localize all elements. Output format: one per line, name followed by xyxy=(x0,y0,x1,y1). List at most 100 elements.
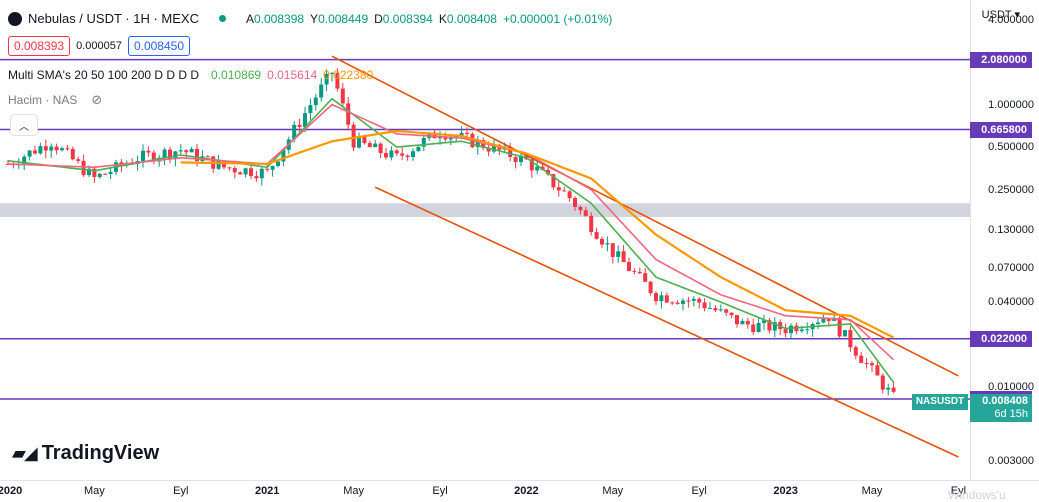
collapse-legend-button[interactable]: ︿ xyxy=(10,114,38,136)
tradingview-logo[interactable]: ▰◢ TradingView xyxy=(12,442,160,464)
time-tick-label: 2021 xyxy=(254,485,280,497)
sell-price-button[interactable]: 0.008393 xyxy=(8,36,71,56)
price-tick-label: 0.250000 xyxy=(988,183,1034,196)
price-chart[interactable] xyxy=(0,0,970,480)
candle-body xyxy=(702,302,707,309)
sma100-line xyxy=(180,129,895,339)
time-axis[interactable]: 2020 May Eyl 2021 May Eyl 2022 May Eyl 2023 May Eyl xyxy=(0,480,1039,501)
candle-body xyxy=(373,143,378,148)
eye-hidden-icon[interactable]: ⊘ xyxy=(91,92,103,107)
time-tick-label: 2022 xyxy=(514,485,539,497)
candle-body xyxy=(627,262,631,271)
candle-body xyxy=(870,363,874,366)
candle-body xyxy=(686,300,691,302)
candle-body xyxy=(394,150,399,154)
candle-body xyxy=(567,191,572,198)
buy-price-button[interactable]: 0.008450 xyxy=(127,36,191,56)
candle-body xyxy=(551,174,556,188)
candle-body xyxy=(751,324,756,332)
candle-body xyxy=(891,387,896,392)
time-tick-label: 2023 xyxy=(773,485,798,497)
symbol-title[interactable]: Nebulas / USDT · 1H · MEXC xyxy=(28,11,199,26)
candle-body xyxy=(594,232,599,239)
candle-body xyxy=(232,168,237,173)
price-tick-label: 0.500000 xyxy=(988,141,1034,154)
candle-body xyxy=(681,300,685,304)
candle-body xyxy=(670,302,675,304)
candle-body xyxy=(486,147,491,152)
candle-body xyxy=(610,243,615,257)
candle-body xyxy=(308,105,313,114)
candle-body xyxy=(546,169,550,175)
candle-body xyxy=(43,146,48,151)
time-tick-label: 2020 xyxy=(0,485,23,497)
candle-body xyxy=(324,73,329,85)
candle-body xyxy=(740,320,745,325)
candle-body xyxy=(38,146,43,154)
chevron-up-icon: ︿ xyxy=(19,121,29,133)
candle-body xyxy=(621,251,626,263)
candle-body xyxy=(724,309,729,313)
candle-body xyxy=(103,173,108,175)
candle-body xyxy=(853,347,858,356)
candle-body xyxy=(141,150,145,161)
time-tick-label: Eyl xyxy=(173,485,189,497)
candle-body xyxy=(783,329,788,334)
candle-body xyxy=(691,298,696,301)
candle-body xyxy=(33,150,37,154)
candle-body xyxy=(664,295,669,303)
windows-watermark: Windows'u xyxy=(948,488,1006,502)
candle-body xyxy=(465,132,469,134)
candle-body xyxy=(513,157,518,163)
candle-body xyxy=(362,137,367,144)
time-tick-label: May xyxy=(602,485,624,497)
candle-body xyxy=(864,362,869,364)
sma50-line xyxy=(7,103,895,361)
candle-body xyxy=(735,315,739,325)
candle-body xyxy=(632,270,637,272)
candle-body xyxy=(319,84,324,98)
candle-body xyxy=(772,322,777,331)
candle-body xyxy=(767,320,772,331)
candle-body xyxy=(816,322,820,325)
candle-body xyxy=(729,312,734,316)
nebulas-logo-icon xyxy=(8,11,22,26)
candle-body xyxy=(821,318,826,323)
candle-body xyxy=(886,387,891,390)
candle-body xyxy=(519,155,523,163)
symbol-legend: Nebulas / USDT · 1H · MEXC A0.008398 Y0.… xyxy=(8,11,612,26)
candle-body xyxy=(529,159,534,171)
time-tick-label: May xyxy=(84,485,105,497)
candle-body xyxy=(675,302,680,304)
volume-legend[interactable]: Hacim · NAS ⊘ xyxy=(8,92,103,107)
candle-body xyxy=(616,251,621,257)
candle-body xyxy=(184,150,189,153)
candle-body xyxy=(843,330,847,337)
candle-body xyxy=(799,329,804,332)
candle-body xyxy=(205,156,210,158)
candle-body xyxy=(151,152,156,162)
level-price-tag: 2.080000 xyxy=(970,51,1032,68)
candle-body xyxy=(859,355,864,363)
time-tick-label: Eyl xyxy=(691,485,707,497)
candle-body xyxy=(654,293,658,302)
candle-body xyxy=(340,88,345,104)
last-price-tag: 0.008408 6d 15h xyxy=(970,394,1032,422)
candle-body xyxy=(745,320,750,325)
sma-legend[interactable]: Multi SMA's 20 50 100 200 D D D D 0.0108… xyxy=(8,68,374,82)
candle-body xyxy=(762,320,766,323)
candle-body xyxy=(875,365,880,376)
symbol-price-tag: NASUSDT xyxy=(912,394,968,410)
price-tick-label: 1.000000 xyxy=(988,98,1034,111)
candle-body xyxy=(168,149,172,159)
level-price-tag: 0.665800 xyxy=(970,121,1032,138)
channel-lower-line[interactable] xyxy=(374,186,959,458)
candle-body xyxy=(281,149,286,162)
candle-body xyxy=(146,150,151,153)
candle-body xyxy=(713,308,718,311)
candle-body xyxy=(708,308,712,310)
price-tick-label: 0.070000 xyxy=(988,261,1034,274)
price-tick-label: 0.130000 xyxy=(988,223,1034,236)
currency-selector[interactable]: USDT ▾ xyxy=(981,9,1020,21)
candle-body xyxy=(789,325,793,334)
